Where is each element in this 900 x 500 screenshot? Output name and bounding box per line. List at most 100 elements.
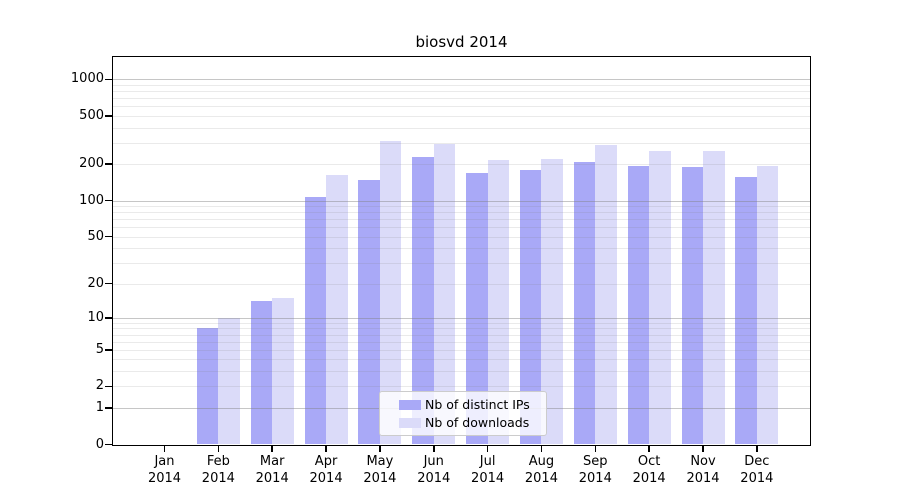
y-tick-20: [105, 282, 112, 285]
legend-label-downloads: Nb of downloads: [425, 415, 530, 430]
y-tick-label-0: 0: [95, 436, 104, 452]
gridline-800: [113, 91, 810, 93]
x-tick-dec: [756, 446, 758, 452]
bar-ips-may: [358, 180, 380, 445]
x-tick-label-mar: Mar 2014: [255, 454, 289, 486]
y-tick-1000: [105, 78, 112, 81]
gridline-8: [113, 328, 810, 330]
bar-ips-nov: [681, 167, 703, 445]
gridline-100: [113, 200, 810, 202]
x-tick-apr: [325, 446, 327, 452]
legend-label-distinct-ips: Nb of distinct IPs: [425, 397, 530, 412]
x-tick-label-apr: Apr 2014: [309, 454, 343, 486]
gridline-40: [113, 248, 810, 250]
bar-ips-dec: [735, 176, 757, 445]
y-tick-label-2: 2: [95, 378, 104, 394]
y-tick-label-200: 200: [79, 156, 104, 172]
bar-downloads-dec: [756, 165, 779, 445]
gridline-50: [113, 236, 810, 238]
gridline-200: [113, 164, 810, 166]
gridline-20: [113, 283, 810, 285]
legend-item-distinct-ips: Nb of distinct IPs: [399, 397, 540, 412]
x-tick-label-dec: Dec 2014: [740, 454, 774, 486]
y-tick-label-20: 20: [87, 275, 104, 291]
gridline-300: [113, 142, 810, 144]
gridline-9: [113, 322, 810, 324]
bar-downloads-jul: [487, 159, 510, 445]
bar-downloads-nov: [703, 151, 725, 445]
gridline-6: [113, 341, 810, 343]
y-tick-2: [105, 385, 112, 388]
y-tick-100: [105, 199, 112, 202]
gridline-60: [113, 227, 810, 229]
y-tick-label-10: 10: [87, 309, 104, 325]
x-tick-label-oct: Oct 2014: [632, 454, 666, 486]
x-tick-label-jan: Jan 2014: [147, 454, 182, 486]
y-tick-label-1: 1: [95, 399, 104, 415]
gridline-5: [113, 349, 810, 351]
x-tick-oct: [648, 446, 650, 452]
x-tick-label-nov: Nov 2014: [686, 454, 720, 486]
x-tick-mar: [271, 446, 273, 452]
x-tick-jul: [486, 446, 489, 452]
x-tick-jun: [433, 446, 435, 452]
y-tick-0: [105, 443, 112, 446]
bar-ips-oct: [627, 166, 650, 445]
y-tick-500: [105, 115, 112, 117]
bar-ips-mar: [250, 301, 273, 445]
y-tick-1: [105, 407, 112, 409]
x-tick-label-aug: Aug 2014: [524, 454, 558, 486]
x-tick-label-may: May 2014: [363, 454, 397, 486]
y-tick-10: [105, 317, 112, 319]
gridline-600: [113, 106, 810, 108]
bar-ips-aug: [519, 169, 542, 445]
gridline-4: [113, 359, 810, 361]
bars-layer: [113, 57, 810, 445]
x-tick-sep: [594, 446, 597, 452]
grid-layer: [113, 57, 810, 445]
x-tick-may: [379, 446, 381, 452]
bar-downloads-oct: [649, 150, 671, 445]
bar-downloads-may: [379, 141, 402, 445]
bar-downloads-feb: [218, 317, 240, 445]
x-tick-jan: [163, 446, 166, 452]
y-tick-50: [105, 235, 112, 238]
legend: Nb of distinct IPs Nb of downloads: [379, 391, 547, 436]
bar-downloads-apr: [326, 174, 348, 445]
gridline-30: [113, 263, 810, 264]
bar-ips-apr: [304, 197, 327, 445]
x-tick-feb: [217, 446, 220, 452]
x-tick-label-feb: Feb 2014: [201, 454, 235, 486]
bar-downloads-aug: [541, 158, 563, 445]
bar-ips-feb: [196, 328, 219, 445]
y-tick-label-1000: 1000: [70, 71, 104, 87]
bar-ips-jul: [466, 173, 488, 445]
gridline-7: [113, 334, 810, 336]
y-tick-label-50: 50: [87, 228, 104, 244]
gridline-1000: [113, 79, 810, 81]
bar-downloads-sep: [595, 144, 617, 445]
y-tick-label-5: 5: [95, 341, 104, 357]
y-tick-5: [105, 349, 112, 351]
y-tick-label-100: 100: [79, 192, 104, 208]
y-tick-label-500: 500: [79, 107, 104, 123]
y-tick-200: [105, 163, 112, 165]
legend-swatch-downloads-icon: [399, 417, 421, 428]
bar-downloads-jun: [433, 143, 456, 445]
gridline-10: [113, 317, 810, 319]
gridline-500: [113, 115, 810, 117]
bar-ips-jun: [412, 157, 434, 445]
gridline-400: [113, 127, 810, 129]
gridline-3: [113, 371, 810, 373]
gridline-90: [113, 206, 810, 208]
x-tick-label-jul: Jul 2014: [471, 454, 505, 486]
bar-ips-sep: [573, 162, 596, 445]
legend-swatch-distinct-ips-icon: [399, 399, 421, 410]
x-tick-label-sep: Sep 2014: [578, 454, 612, 486]
x-tick-label-jun: Jun 2014: [417, 454, 451, 486]
legend-item-downloads: Nb of downloads: [399, 415, 540, 430]
gridline-70: [113, 219, 810, 221]
plot-area: [112, 56, 811, 446]
gridline-2: [113, 386, 810, 388]
